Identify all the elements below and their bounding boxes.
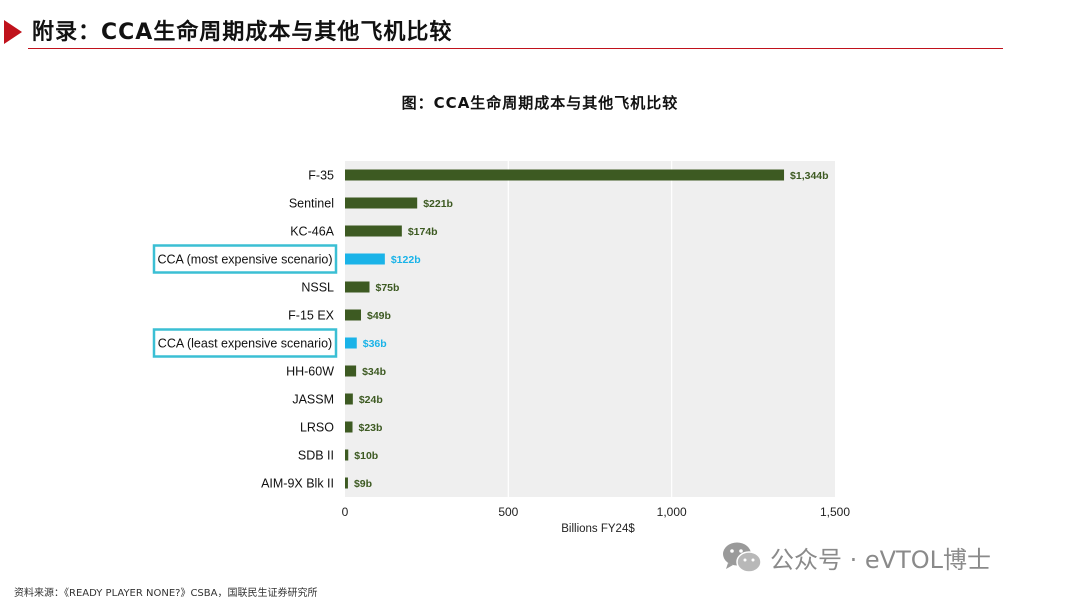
- data-label: $23b: [359, 422, 383, 434]
- bar: [345, 393, 353, 405]
- bar: [345, 169, 785, 181]
- highlight-box: [152, 244, 338, 274]
- bar: [345, 253, 385, 265]
- bar: [345, 365, 357, 377]
- category-label: JASSM: [292, 393, 334, 407]
- x-tick-label: 500: [498, 505, 518, 519]
- bar: [345, 337, 357, 349]
- data-label: $174b: [408, 226, 438, 238]
- bar: [345, 449, 349, 461]
- watermark-text: 公众号 · eVTOL博士: [770, 546, 991, 574]
- source-note: 资料来源：《READY PLAYER NONE?》CSBA，国联民生证券研究所: [14, 588, 318, 599]
- data-label: $49b: [367, 310, 391, 322]
- category-label: F-15 EX: [288, 309, 335, 323]
- data-label: $10b: [354, 450, 378, 462]
- data-label: $122b: [391, 254, 421, 266]
- category-label: LRSO: [300, 421, 334, 435]
- x-tick-label: 1,000: [657, 505, 687, 519]
- data-label: $75b: [376, 282, 400, 294]
- title-divider: [28, 48, 1003, 49]
- bar: [345, 281, 370, 293]
- watermark: 公众号 · eVTOL博士: [722, 540, 991, 575]
- data-label: $221b: [423, 198, 453, 210]
- bar: [345, 477, 348, 489]
- bar: [345, 197, 418, 209]
- data-label: $34b: [362, 366, 386, 378]
- category-label: SDB II: [298, 449, 334, 463]
- category-label: AIM-9X Blk II: [261, 477, 334, 491]
- data-label: $1,344b: [790, 170, 829, 182]
- category-label: NSSL: [301, 281, 334, 295]
- category-label: Sentinel: [289, 197, 334, 211]
- bar: [345, 421, 353, 433]
- wechat-icon: [723, 542, 762, 573]
- page-title: 附录：CCA生命周期成本与其他飞机比较: [32, 20, 453, 45]
- category-label: HH-60W: [286, 365, 334, 379]
- x-tick-label: 0: [342, 505, 349, 519]
- title-arrow-icon: [4, 20, 22, 44]
- x-axis-title: Billions FY24$: [561, 523, 635, 535]
- data-label: $24b: [359, 394, 383, 406]
- data-label: $36b: [363, 338, 387, 350]
- bar: [345, 225, 402, 237]
- data-label: $9b: [354, 478, 372, 490]
- bar: [345, 309, 362, 321]
- category-label: CCA (most expensive scenario): [157, 253, 332, 267]
- figure-caption: 图：CCA生命周期成本与其他飞机比较: [401, 94, 679, 112]
- plot-area: [345, 161, 835, 497]
- category-label: CCA (least expensive scenario): [158, 337, 332, 351]
- highlight-box: [152, 328, 338, 358]
- category-label: F-35: [308, 169, 334, 183]
- category-label: KC-46A: [290, 225, 334, 239]
- x-tick-label: 1,500: [820, 505, 850, 519]
